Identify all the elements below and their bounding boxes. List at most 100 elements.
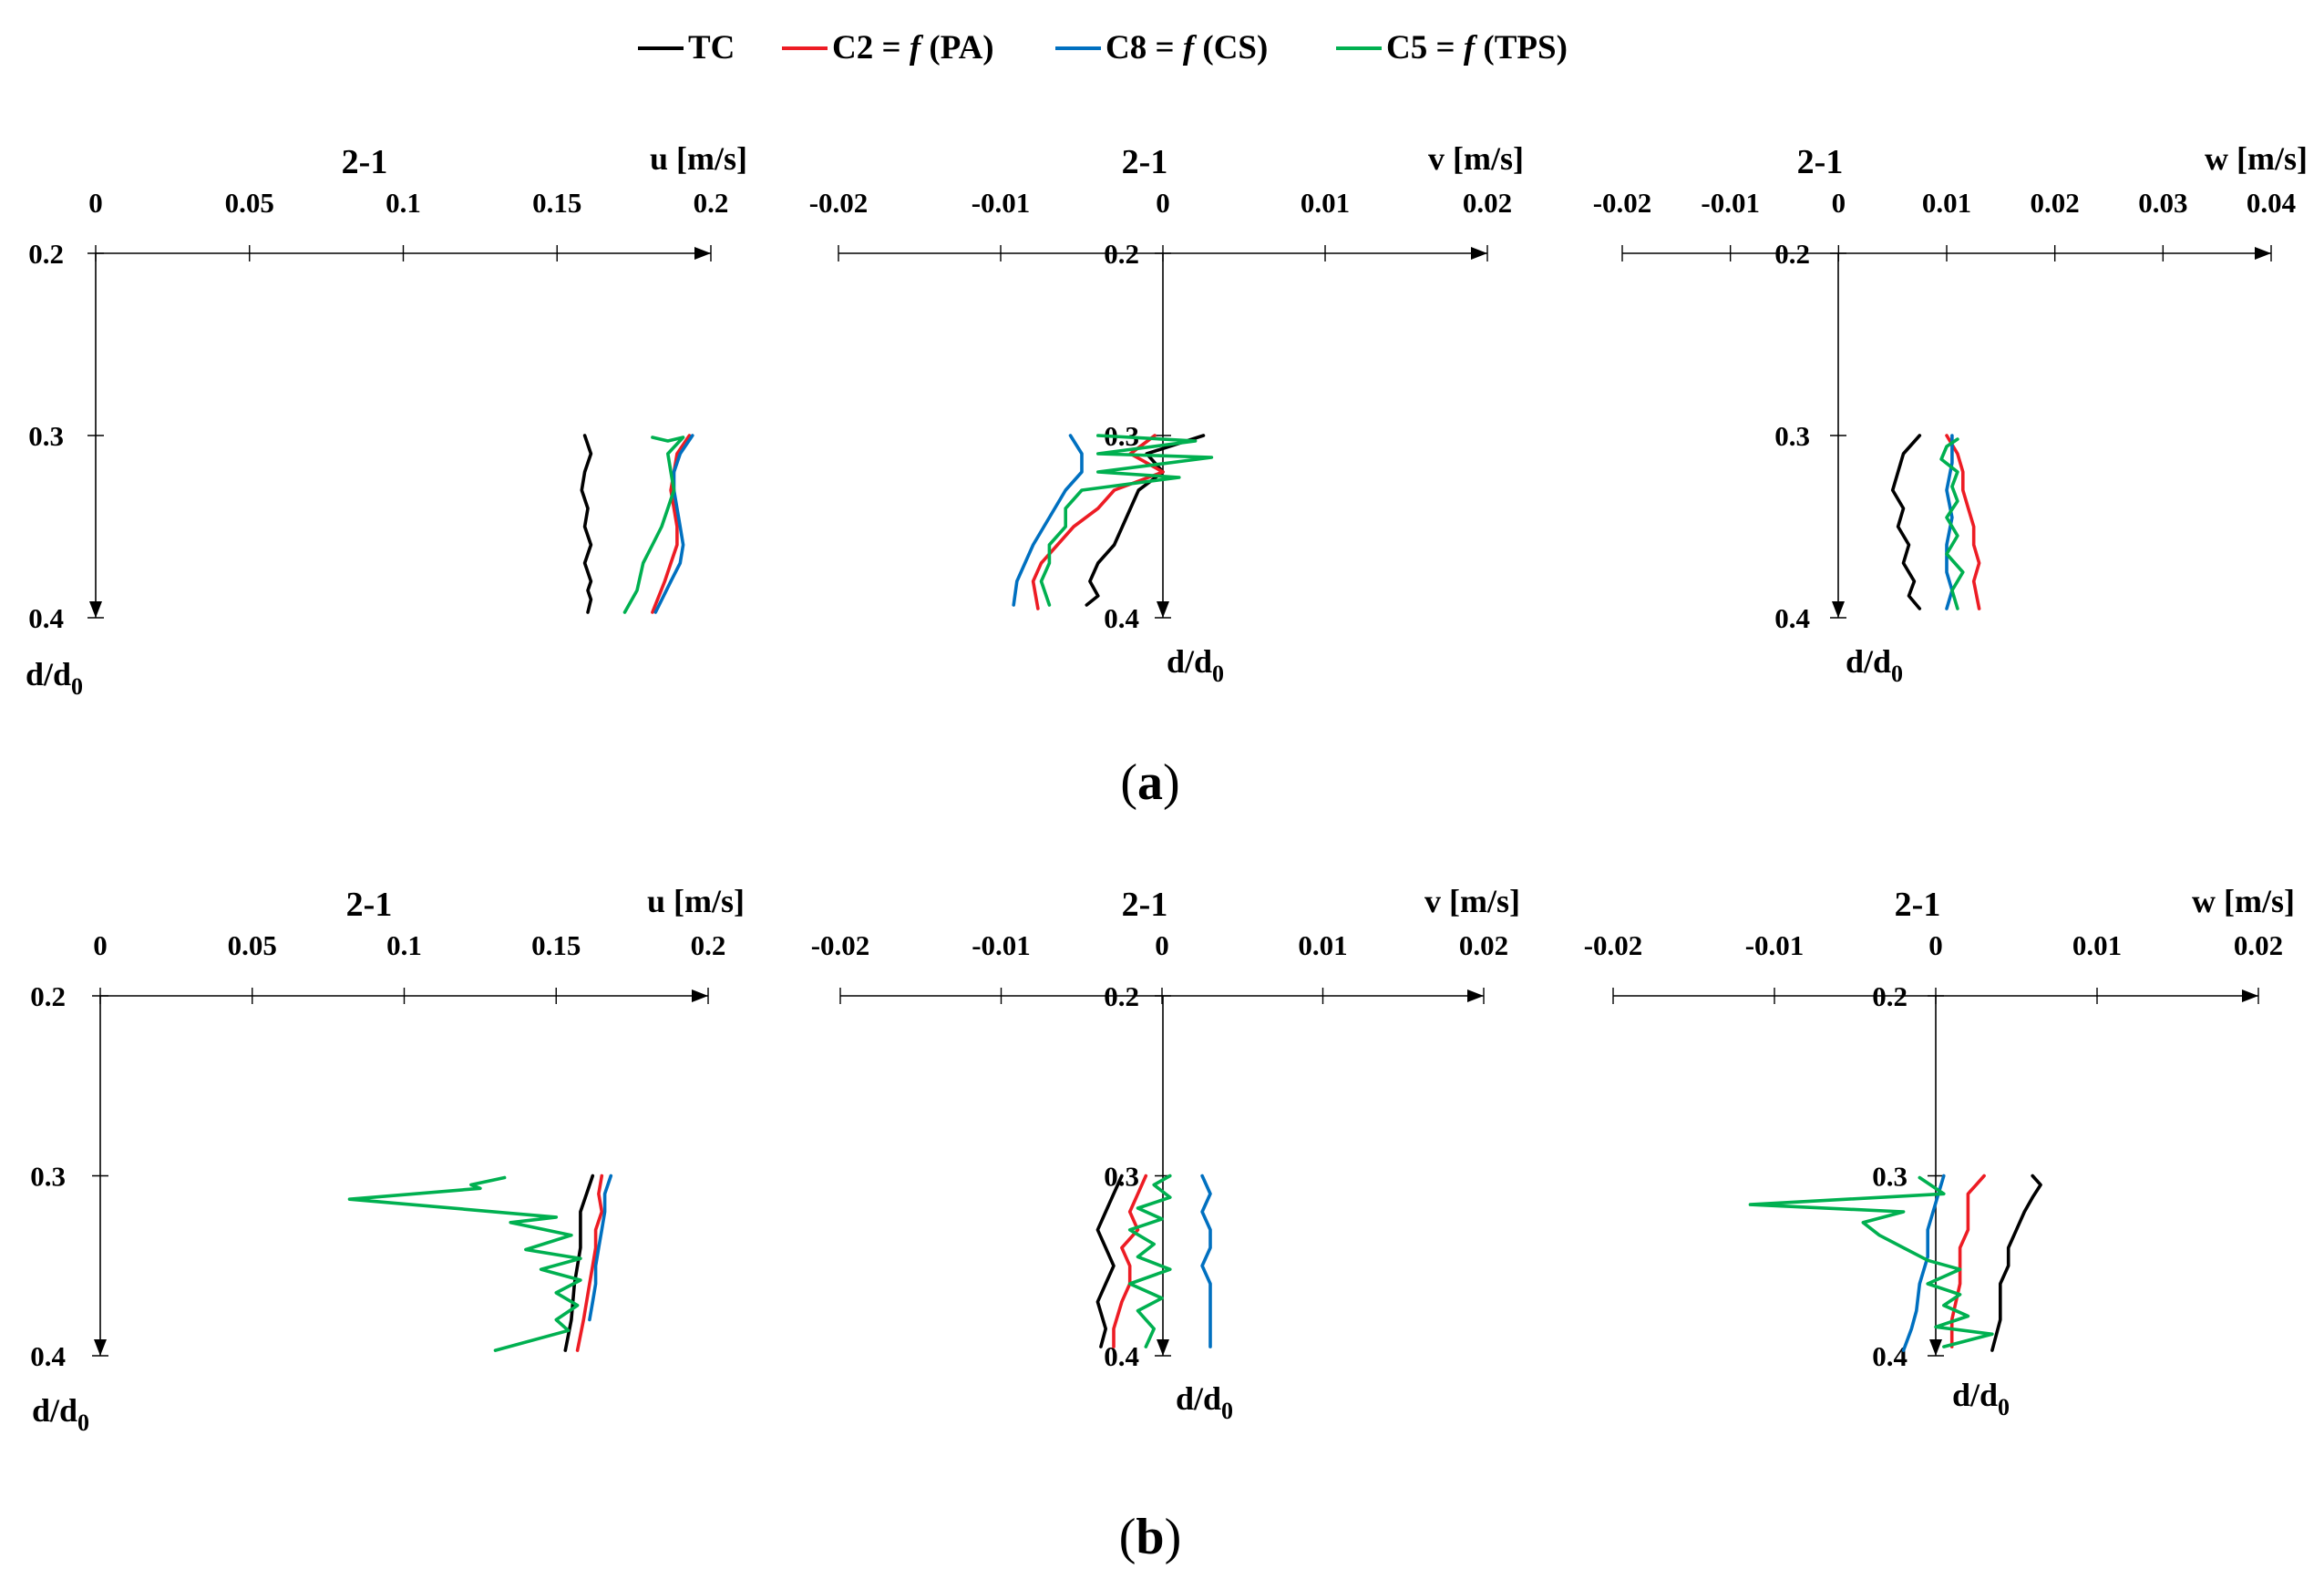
y-tick-label: 0.2 xyxy=(1872,980,1908,1012)
series-c8-line xyxy=(1901,1174,1946,1352)
x-axis-title: w [m/s] xyxy=(2205,140,2308,177)
chart-a-v: -0.02 -0.01 0 0.01 0.020.20.30.4v [m/s]2-1d/… xyxy=(809,140,1524,687)
panel-label-a: (a) xyxy=(1120,754,1179,811)
x-axis-arrow xyxy=(2255,247,2271,260)
y-tick-label: 0.2 xyxy=(30,980,66,1012)
x-tick-label: 0.15 xyxy=(532,187,581,219)
legend-c2-label: C2 = f (PA) xyxy=(832,29,994,67)
x-tick-label: 0.02 xyxy=(1459,929,1508,961)
x-tick-label: 0.02 xyxy=(2031,187,2080,219)
y-tick-label: 0.4 xyxy=(30,1340,66,1372)
x-axis-title: u [m/s] xyxy=(650,140,747,177)
y-axis-arrow xyxy=(1929,1339,1942,1356)
y-axis-title: d/d0 xyxy=(32,1392,89,1436)
x-tick-label: 0.01 xyxy=(2072,929,2122,961)
x-tick-label: 0.15 xyxy=(531,929,581,961)
x-tick-label: 0.04 xyxy=(2247,187,2296,219)
y-tick-label: 0.4 xyxy=(1104,602,1139,634)
legend-c5-label: C5 = f (TPS) xyxy=(1386,29,1568,67)
panel-title: 2-1 xyxy=(346,886,393,924)
y-tick-label: 0.2 xyxy=(1774,238,1810,270)
y-tick-label: 0.3 xyxy=(1774,420,1810,452)
x-tick-label: -0.02 xyxy=(809,187,869,219)
x-tick-label: 0 xyxy=(93,929,108,961)
legend: TC C2 = f (PA) C8 = f (CS) C5 = f (TPS) xyxy=(638,29,1568,67)
x-axis-arrow xyxy=(694,247,711,260)
y-axis-arrow xyxy=(89,601,102,618)
x-tick-label: -0.01 xyxy=(972,187,1031,219)
x-tick-label: -0.01 xyxy=(1745,929,1805,961)
y-axis-title: d/d0 xyxy=(1167,643,1224,687)
series-c5-line xyxy=(1748,1175,1994,1348)
y-tick-label: 0.2 xyxy=(1104,980,1139,1012)
x-axis-title: v [m/s] xyxy=(1428,140,1524,177)
x-tick-label: 0.01 xyxy=(1301,187,1350,219)
panel-title: 2-1 xyxy=(342,143,388,181)
x-tick-label: 0.02 xyxy=(1463,187,1512,219)
series-tc-line xyxy=(580,434,593,614)
series-tc-line xyxy=(1990,1174,2042,1352)
x-axis-title: v [m/s] xyxy=(1424,883,1520,919)
y-axis-arrow xyxy=(94,1339,107,1356)
panel-title: 2-1 xyxy=(1797,143,1844,181)
x-axis-arrow xyxy=(2242,989,2258,1002)
series-c8-line xyxy=(1200,1174,1212,1348)
panel-title: 2-1 xyxy=(1122,886,1168,924)
y-tick-label: 0.3 xyxy=(30,1161,66,1193)
y-tick-label: 0.4 xyxy=(1104,1340,1139,1372)
chart-a-u: 0 0.05 0.1 0.15 0.2 0.2 0.3 0.4 u [m/s] 2-1 d/d0 xyxy=(26,140,747,700)
x-tick-label: 0 xyxy=(1156,187,1170,219)
series-c5-line xyxy=(1039,434,1214,607)
x-tick-label: 0.1 xyxy=(386,929,422,961)
y-tick-label: 0.3 xyxy=(28,420,64,452)
x-tick-label: 0.02 xyxy=(2234,929,2283,961)
series-tc-line xyxy=(1095,1174,1124,1348)
x-tick-label: 0 xyxy=(1832,187,1846,219)
chart-a-w: -0.02 -0.01 0 0.01 0.02 0.03 0.04 0.2 0.3 0.4 w [m… xyxy=(1593,140,2308,687)
y-tick-label: 0.4 xyxy=(1774,602,1810,634)
series-c5-line xyxy=(1127,1174,1172,1348)
panel-label-b: (b) xyxy=(1119,1509,1181,1565)
series-c2-line xyxy=(575,1174,604,1352)
charts: 0 0.05 0.1 0.15 0.2 0.2 0.3 0.4 u [m/s] 2-1 d/d0 -0… xyxy=(26,140,2308,1436)
series-c2-line xyxy=(1031,434,1165,610)
x-tick-label: 0 xyxy=(1928,929,1943,961)
x-tick-label: 0.2 xyxy=(691,929,726,961)
x-tick-label: 0.05 xyxy=(228,929,277,961)
y-axis-title: d/d0 xyxy=(1846,643,1903,687)
series-c5-line xyxy=(1939,437,1965,610)
x-tick-label: 0.05 xyxy=(225,187,274,219)
x-tick-label: -0.01 xyxy=(1701,187,1760,219)
x-tick-label: -0.01 xyxy=(972,929,1031,961)
y-axis-arrow xyxy=(1157,1339,1169,1356)
y-tick-label: 0.2 xyxy=(28,238,64,270)
chart-b-u: 0 0.05 0.1 0.15 0.2 0.2 0.3 0.4 u [m/s] 2-1 d/d0 xyxy=(30,883,745,1436)
chart-b-w: -0.02 -0.01 0 0.01 0.02 0.2 0.3 0.4 w [m/s] 2-1 d/… xyxy=(1584,883,2295,1420)
x-tick-label: 0.01 xyxy=(1298,929,1347,961)
y-tick-label: 0.4 xyxy=(1872,1340,1908,1372)
x-tick-label: -0.02 xyxy=(811,929,870,961)
y-tick-label: 0.2 xyxy=(1104,238,1139,270)
x-tick-label: 0.03 xyxy=(2138,187,2187,219)
x-axis-arrow xyxy=(692,989,708,1002)
x-tick-label: 0.01 xyxy=(1922,187,1971,219)
series-c8-line xyxy=(1012,434,1084,607)
x-axis-arrow xyxy=(1471,247,1487,260)
x-tick-label: 0.1 xyxy=(386,187,421,219)
x-axis-title: u [m/s] xyxy=(647,883,745,919)
legend-c8-label: C8 = f (CS) xyxy=(1105,29,1268,67)
x-tick-label: 0 xyxy=(88,187,103,219)
series-c5-line xyxy=(622,436,685,614)
y-axis-arrow xyxy=(1157,601,1169,618)
panel-title: 2-1 xyxy=(1122,143,1168,181)
panel-title: 2-1 xyxy=(1895,886,1941,924)
series-c5-line xyxy=(347,1175,582,1352)
y-axis-arrow xyxy=(1832,601,1845,618)
series-c2-line xyxy=(651,434,692,614)
y-axis-title: d/d0 xyxy=(1176,1380,1233,1424)
x-axis-arrow xyxy=(1467,989,1484,1002)
series-c2-line xyxy=(1945,434,1981,610)
y-tick-label: 0.3 xyxy=(1872,1161,1908,1193)
x-tick-label: 0 xyxy=(1155,929,1169,961)
y-tick-label: 0.4 xyxy=(28,602,64,634)
